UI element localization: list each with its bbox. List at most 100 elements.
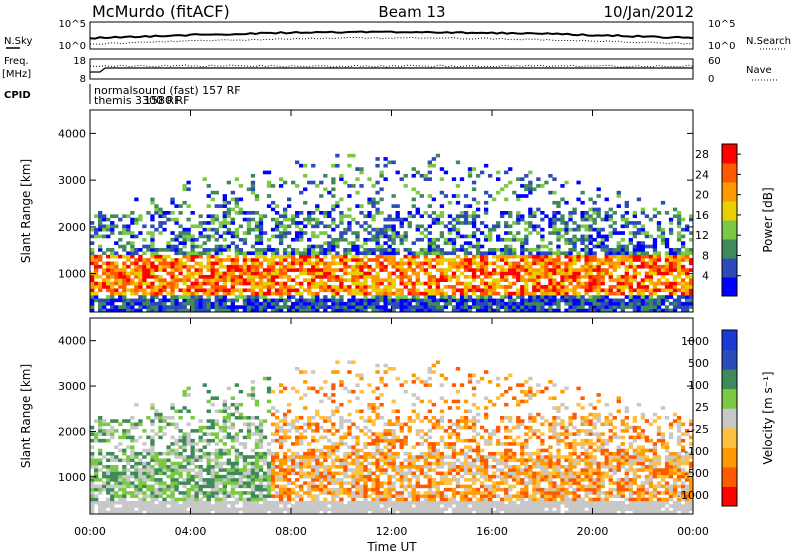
power-cell [435,308,441,313]
velocity-cell [118,442,123,446]
power-cell [186,264,191,269]
power-cell [178,308,183,313]
power-cell [612,298,617,303]
power-cell [431,308,437,313]
power-cell [576,274,581,279]
power-cell [295,288,300,293]
power-cell [688,288,694,293]
power-cell [680,285,686,289]
velocity-cell [399,461,404,466]
velocity-cell [222,442,227,446]
velocity-cell [347,481,352,485]
power-cell [560,217,565,222]
velocity-cell [407,491,412,495]
velocity-cell [250,380,256,384]
nave-trace [90,64,694,68]
power-cell [487,251,493,256]
velocity-cell [262,484,268,489]
power-cell [355,258,360,262]
power-cell [608,214,613,219]
power-cell [592,207,597,212]
power-cell [363,271,368,276]
power-cell [222,301,227,306]
power-cell [504,184,509,188]
power-cell [496,237,501,242]
power-cell [387,224,392,229]
power-cell [178,264,183,269]
power-cell [307,281,312,286]
power-cell [520,244,525,249]
velocity-cell [170,500,175,505]
velocity-cell [270,422,276,427]
power-cell [170,268,175,272]
velocity-cell [242,471,248,476]
power-cell [423,305,428,309]
power-cell [496,248,501,252]
power-cell [319,251,324,256]
power-cell [552,214,557,219]
velocity-cell [102,504,107,508]
power-cell [198,305,203,309]
power-cell [383,163,388,168]
power-cell [166,271,171,276]
power-cell [399,308,404,313]
velocity-cell [407,504,412,508]
power-cell [463,254,469,259]
power-cell [238,268,244,272]
velocity-cell [130,465,135,469]
power-cell [218,285,223,289]
power-cell [250,305,256,309]
velocity-cell [242,504,248,508]
power-cell [106,308,111,313]
velocity-cell [118,494,123,498]
velocity-cell [134,484,139,489]
velocity-cell [150,402,155,407]
power-cell [664,305,670,309]
power-cell [234,298,240,303]
power-cell [532,261,537,266]
velocity-cell [242,455,248,459]
velocity-cell [315,389,320,394]
velocity-cell [226,474,231,479]
velocity-cell [266,409,272,414]
velocity-cell [226,458,231,463]
power-cell [536,251,541,256]
power-cell [198,295,203,299]
power-cell [166,241,171,245]
power-cell [664,211,670,215]
power-cell [214,248,219,252]
power-cell [142,258,147,262]
power-cell [532,288,537,293]
power-cell [178,305,183,309]
power-cell [311,281,316,286]
velocity-cell [363,500,368,505]
velocity-cell [371,484,376,489]
velocity-cell [222,491,227,495]
velocity-cell [331,386,336,391]
power-cell [411,308,416,313]
power-cell [331,194,336,198]
velocity-cell [122,419,127,423]
velocity-cell [90,484,95,489]
power-cell [407,224,412,229]
power-cell [319,268,324,272]
power-cell [600,268,605,272]
power-cell [660,298,666,303]
power-cell [303,301,308,306]
velocity-cell [303,461,308,466]
power-cell [278,258,284,262]
velocity-heatmap-cells [90,360,694,515]
power-cell [118,274,123,279]
power-cell [114,274,119,279]
power-cell [660,234,666,239]
power-cell [516,177,521,181]
power-cell [315,251,320,256]
power-cell [182,184,187,188]
power-cell [532,278,537,282]
velocity-cell [250,448,256,453]
power-cell [250,308,256,313]
power-cell [114,214,119,219]
power-cell [664,308,670,313]
velocity-cell [230,491,236,495]
power-cell [242,298,248,303]
